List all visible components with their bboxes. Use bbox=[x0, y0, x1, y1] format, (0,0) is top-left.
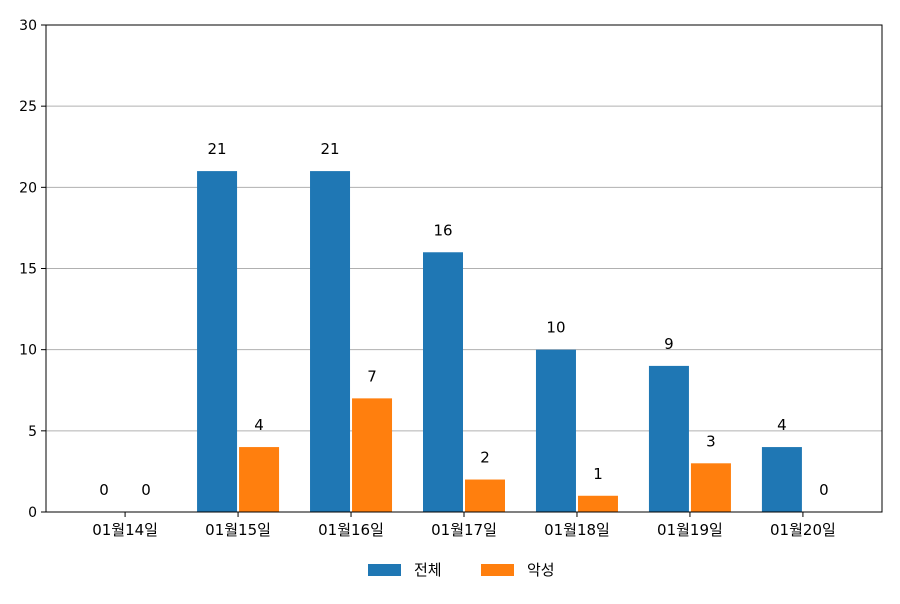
x-tick-label: 01월14일 bbox=[92, 521, 158, 539]
bar-total bbox=[197, 171, 238, 512]
x-tick-label: 01월17일 bbox=[431, 521, 497, 539]
data-label: 21 bbox=[320, 140, 339, 158]
legend-label: 악성 bbox=[527, 561, 555, 579]
data-label: 9 bbox=[664, 335, 674, 353]
y-tick-label: 0 bbox=[28, 505, 37, 521]
y-tick-label: 30 bbox=[19, 18, 37, 34]
data-label: 7 bbox=[367, 367, 377, 385]
bar-malicious bbox=[690, 463, 731, 512]
x-tick-label: 01월18일 bbox=[544, 521, 610, 539]
plot-frame bbox=[45, 24, 883, 513]
y-tick-label: 10 bbox=[19, 343, 37, 359]
legend: 전체 악성 bbox=[368, 561, 555, 579]
y-tick-label: 15 bbox=[19, 262, 37, 278]
x-tick-label: 01월20일 bbox=[770, 521, 836, 539]
bar-total bbox=[761, 447, 802, 512]
bar-total bbox=[648, 365, 689, 512]
y-tick-label: 20 bbox=[19, 180, 37, 196]
data-label: 1 bbox=[593, 465, 603, 483]
y-tick-label: 25 bbox=[19, 99, 37, 115]
x-tick-label: 01월15일 bbox=[205, 521, 271, 539]
data-label: 4 bbox=[777, 416, 787, 434]
data-label: 16 bbox=[433, 221, 452, 239]
axes: 01월14일 01월15일 01월16일 01월17일 01월18일 01월19일 01월2… bbox=[19, 18, 883, 539]
data-label: 3 bbox=[706, 432, 716, 450]
bar-total bbox=[535, 349, 576, 512]
gridlines bbox=[46, 105, 882, 432]
bar-total bbox=[310, 171, 351, 512]
legend-swatch bbox=[481, 564, 514, 576]
x-tick-label: 01월16일 bbox=[318, 521, 384, 539]
bar-malicious bbox=[239, 447, 280, 512]
data-label: 21 bbox=[208, 140, 227, 158]
bars bbox=[197, 171, 802, 512]
data-label: 0 bbox=[819, 481, 829, 499]
data-label: 10 bbox=[546, 319, 565, 337]
bar-malicious bbox=[352, 398, 393, 512]
data-labels: 0 0 21 4 21 7 16 2 10 1 9 3 4 0 bbox=[99, 140, 828, 499]
data-label: 2 bbox=[480, 449, 490, 467]
bar-total bbox=[423, 252, 463, 512]
legend-swatch bbox=[368, 564, 401, 576]
data-label: 0 bbox=[141, 481, 151, 499]
bar-malicious bbox=[577, 495, 618, 512]
y-tick-label: 5 bbox=[28, 424, 37, 440]
data-label: 0 bbox=[99, 481, 109, 499]
bar-malicious bbox=[465, 479, 505, 512]
legend-label: 전체 bbox=[414, 561, 442, 579]
x-tick-label: 01월19일 bbox=[657, 521, 723, 539]
data-label: 4 bbox=[254, 416, 264, 434]
